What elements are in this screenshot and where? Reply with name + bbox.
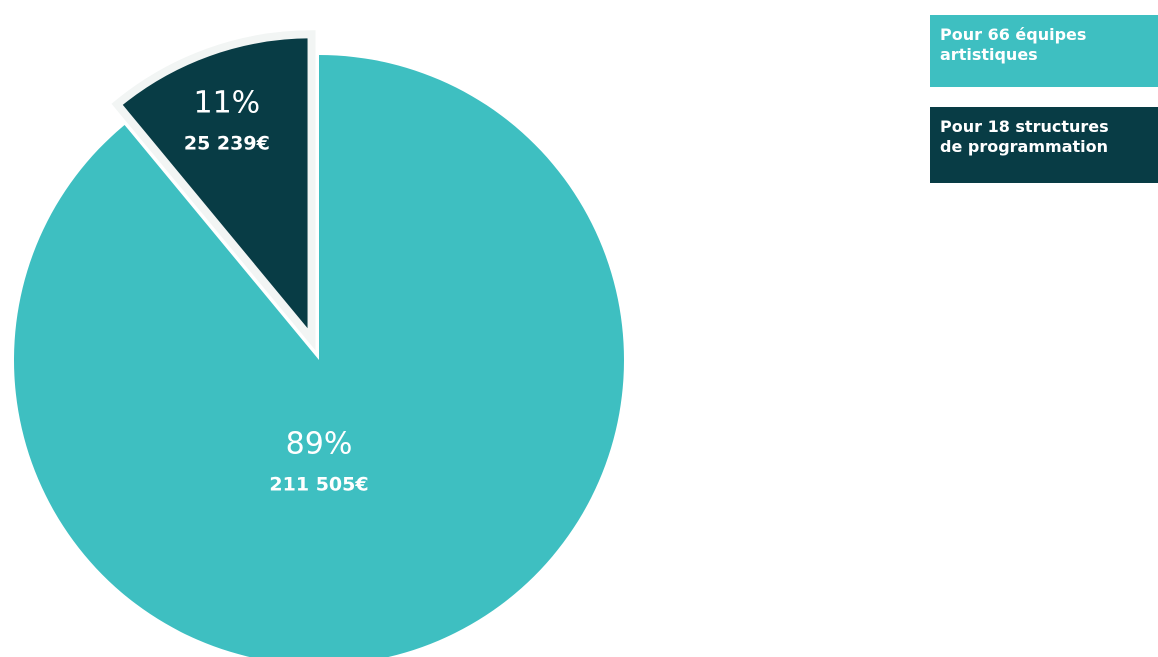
pie-slice [111,30,316,351]
legend-item: Pour 18 structures de programmation [930,107,1158,183]
slice-amount-label: 25 239€ [184,132,270,154]
slice-percent-label: 89% [286,427,353,462]
pie-slice [14,55,624,657]
slice-percent-label: 11% [193,85,260,120]
slice-amount-label: 211 505€ [269,474,368,496]
legend-label: Pour 18 structures de programmation [940,117,1109,156]
legend-item: Pour 66 équipes artistiques [930,15,1158,87]
legend-label: Pour 66 équipes artistiques [940,25,1087,64]
